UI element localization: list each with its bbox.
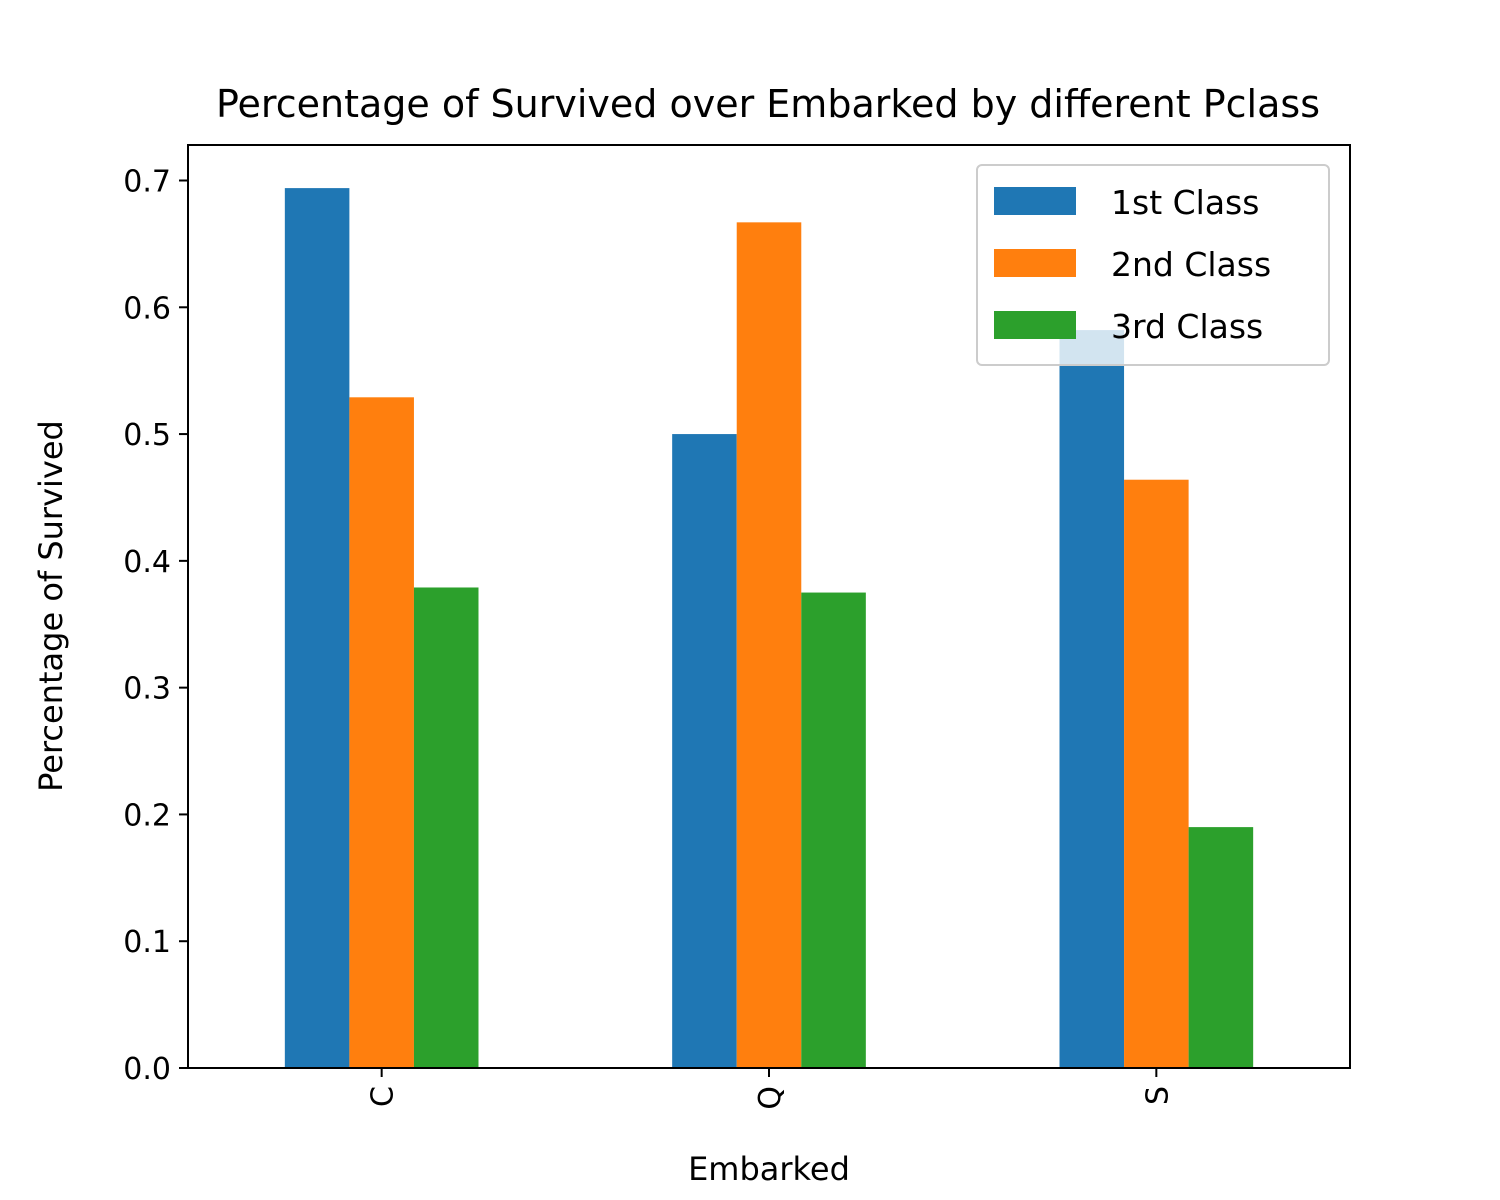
x-axis-title: Embarked [688,1150,850,1188]
y-tick-label: 0.4 [123,545,171,580]
legend-swatch [994,187,1076,215]
y-tick-label: 0.3 [123,672,171,707]
bar-c-series-2 [349,397,414,1068]
bar-q-series-2 [736,222,802,1068]
plot-frame [187,144,1351,1069]
bar-c-series-3 [413,587,479,1068]
y-tick-label: 0.0 [123,1052,171,1087]
y-tick-label: 0.1 [123,925,171,960]
x-tick-label: S [1140,1086,1175,1105]
legend-swatch [994,249,1076,277]
y-tick-label: 0.2 [123,798,171,833]
y-tick-label: 0.7 [123,165,171,200]
y-tick-label: 0.6 [123,291,171,326]
legend-swatch [994,311,1076,339]
bar-s-series-2 [1124,479,1189,1068]
y-axis-title: Percentage of Survived [32,420,70,792]
x-tick-label: Q [753,1086,788,1110]
bar-c-series-1 [284,188,350,1068]
legend-label: 3rd Class [1111,307,1263,346]
chart-title: Percentage of Survived over Embarked by … [216,82,1320,126]
bar-q-series-3 [801,592,866,1068]
bar-s-series-3 [1188,827,1254,1068]
legend: 1st Class 2nd Class 3rd Class [976,164,1330,366]
y-tick-label: 0.5 [123,418,171,453]
bar-q-series-1 [672,434,737,1069]
legend-label: 2nd Class [1111,245,1271,284]
bar-s-series-1 [1059,330,1125,1068]
x-tick-label: C [366,1086,401,1107]
bars [284,188,1254,1069]
legend-label: 1st Class [1111,183,1259,222]
y-axis: 0.0 0.1 0.2 0.3 0.4 0.5 0.6 0.7 [123,165,188,1087]
